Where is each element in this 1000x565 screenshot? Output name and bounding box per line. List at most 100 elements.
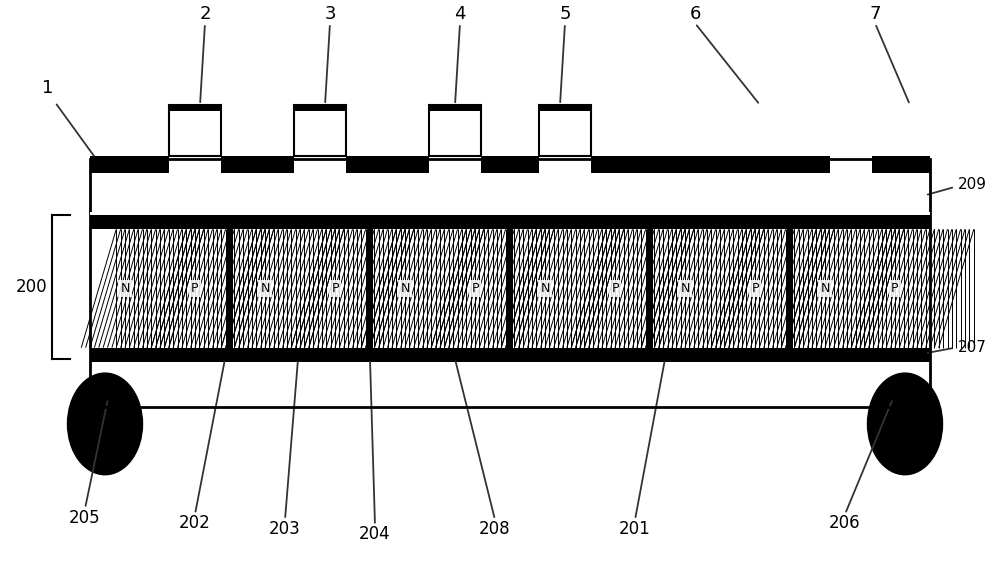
Bar: [562, 240, 573, 252]
Bar: [374, 313, 384, 325]
Bar: [258, 301, 268, 313]
Bar: [720, 252, 730, 264]
Bar: [447, 301, 458, 313]
Bar: [174, 252, 184, 264]
Bar: [195, 325, 206, 337]
Bar: [615, 252, 626, 264]
Bar: [237, 301, 248, 313]
Text: N: N: [120, 282, 130, 295]
Bar: [290, 337, 300, 350]
Bar: [752, 337, 762, 350]
Bar: [416, 313, 426, 325]
Bar: [353, 215, 363, 227]
Ellipse shape: [68, 373, 143, 475]
Bar: [867, 227, 878, 240]
Bar: [436, 337, 447, 350]
Bar: [143, 264, 153, 276]
Bar: [226, 289, 237, 301]
Bar: [531, 276, 542, 289]
Bar: [836, 215, 846, 227]
Bar: [657, 276, 668, 289]
Bar: [825, 252, 836, 264]
Bar: [100, 313, 111, 325]
Bar: [153, 252, 164, 264]
Bar: [909, 325, 920, 337]
Bar: [342, 276, 352, 289]
Bar: [636, 301, 646, 313]
Bar: [510, 350, 520, 362]
Bar: [310, 264, 321, 276]
Bar: [447, 325, 458, 337]
Bar: [867, 325, 878, 337]
Bar: [479, 264, 489, 276]
Bar: [646, 215, 657, 227]
Bar: [846, 350, 856, 362]
Bar: [164, 337, 174, 350]
Bar: [783, 227, 794, 240]
Bar: [615, 227, 626, 240]
Bar: [710, 289, 720, 301]
Bar: [90, 276, 100, 289]
Bar: [626, 240, 636, 252]
Bar: [436, 313, 447, 325]
Bar: [363, 350, 374, 362]
Bar: [615, 350, 626, 362]
Bar: [111, 301, 122, 313]
Bar: [836, 337, 846, 350]
Bar: [794, 313, 804, 325]
Bar: [678, 325, 688, 337]
Bar: [710, 337, 720, 350]
Text: 203: 203: [269, 520, 301, 538]
Bar: [164, 289, 174, 301]
Bar: [531, 350, 542, 362]
Bar: [248, 337, 258, 350]
Bar: [584, 215, 594, 227]
Bar: [174, 301, 184, 313]
Bar: [710, 264, 720, 276]
Bar: [416, 264, 426, 276]
Bar: [268, 289, 279, 301]
Bar: [342, 227, 352, 240]
Bar: [741, 325, 752, 337]
Bar: [310, 240, 321, 252]
Bar: [169, 105, 221, 111]
Bar: [920, 337, 930, 350]
Bar: [898, 337, 909, 350]
Bar: [699, 252, 710, 264]
Bar: [867, 301, 878, 313]
Bar: [500, 313, 510, 325]
Bar: [741, 350, 752, 362]
Bar: [521, 264, 531, 276]
Bar: [363, 276, 374, 289]
Bar: [573, 325, 584, 337]
Bar: [783, 350, 794, 362]
Bar: [730, 289, 741, 301]
Bar: [867, 276, 878, 289]
Bar: [636, 252, 646, 264]
Bar: [594, 227, 604, 240]
Bar: [762, 227, 772, 240]
Bar: [132, 325, 143, 337]
Bar: [184, 313, 195, 325]
Bar: [206, 337, 216, 350]
Bar: [510, 276, 520, 289]
Bar: [216, 276, 226, 289]
Bar: [604, 289, 615, 301]
Bar: [846, 301, 856, 313]
Bar: [258, 276, 268, 289]
Bar: [447, 252, 458, 264]
Bar: [510, 325, 520, 337]
Bar: [342, 301, 352, 313]
Text: 206: 206: [829, 514, 861, 532]
Bar: [752, 215, 762, 227]
Bar: [405, 276, 416, 289]
Bar: [794, 215, 804, 227]
Bar: [500, 264, 510, 276]
Bar: [636, 227, 646, 240]
Bar: [772, 240, 783, 252]
Bar: [416, 240, 426, 252]
Bar: [552, 276, 562, 289]
Bar: [184, 289, 195, 301]
Bar: [730, 240, 741, 252]
Bar: [762, 350, 772, 362]
